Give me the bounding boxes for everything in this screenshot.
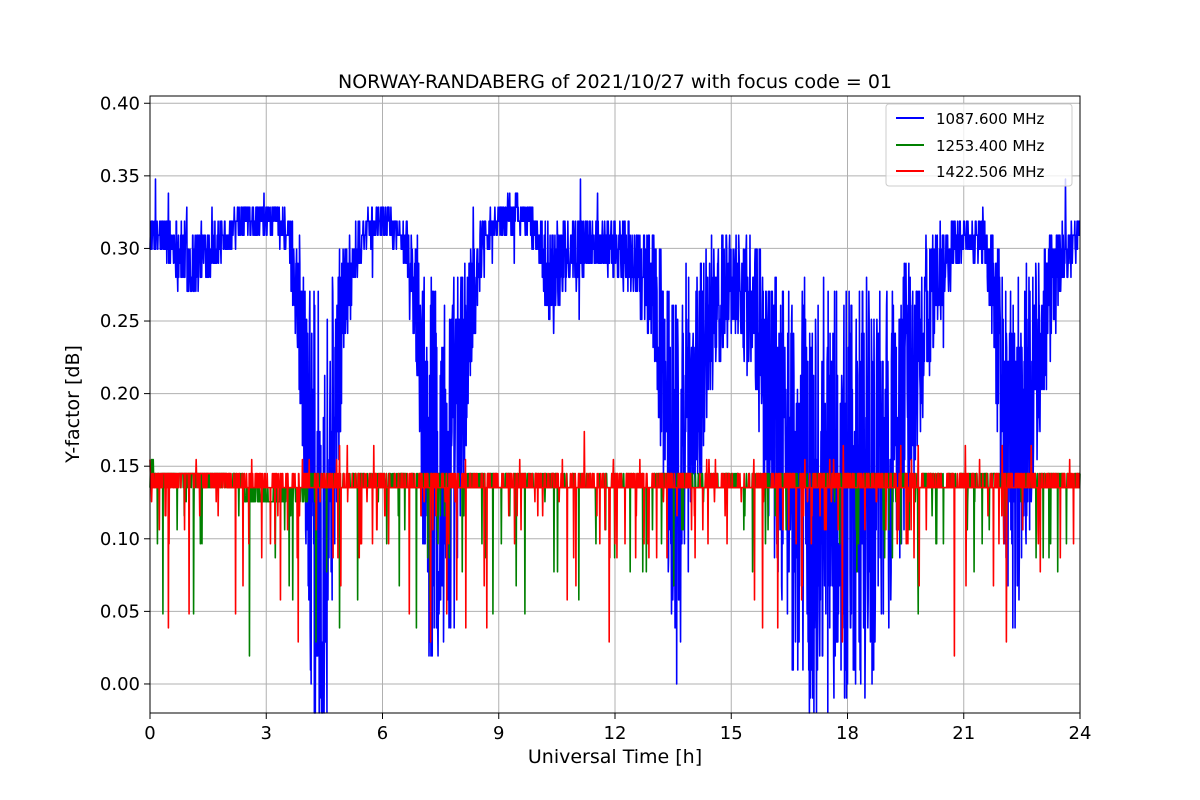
y-tick-label: 0.35 (100, 166, 140, 187)
y-tick-label: 0.05 (100, 601, 140, 622)
legend-label-1253: 1253.400 MHz (936, 137, 1045, 155)
x-tick-label: 12 (604, 723, 627, 744)
x-axis-ticks: 0 3 6 9 12 15 18 21 24 (144, 713, 1091, 744)
legend: 1087.600 MHz 1253.400 MHz 1422.506 MHz (885, 103, 1073, 187)
x-tick-label: 6 (377, 723, 388, 744)
y-axis-label: Y-factor [dB] (62, 345, 84, 464)
legend-label-1422: 1422.506 MHz (936, 163, 1045, 181)
y-tick-label: 0.15 (100, 456, 140, 477)
x-axis-label: Universal Time [h] (528, 746, 702, 768)
y-tick-label: 0.30 (100, 238, 140, 259)
y-tick-label: 0.25 (100, 311, 140, 332)
series-line-1087 (149, 178, 1081, 714)
y-axis-ticks: 0.00 0.05 0.10 0.15 0.20 0.25 0.30 0.35 0.40 (100, 93, 150, 695)
y-tick-label: 0.20 (100, 384, 140, 405)
x-tick-label: 3 (261, 723, 272, 744)
x-tick-label: 0 (144, 723, 155, 744)
x-tick-label: 18 (836, 723, 859, 744)
y-tick-label: 0.40 (100, 93, 140, 114)
chart-title: NORWAY-RANDABERG of 2021/10/27 with focu… (338, 71, 892, 93)
x-tick-label: 21 (952, 723, 975, 744)
legend-label-1087: 1087.600 MHz (936, 110, 1045, 128)
series-layer (149, 178, 1081, 714)
legend-box (885, 103, 1073, 187)
series-line-1422 (149, 430, 1081, 657)
x-tick-label: 24 (1069, 723, 1092, 744)
x-tick-label: 9 (493, 723, 504, 744)
x-tick-label: 15 (720, 723, 743, 744)
y-tick-label: 0.00 (100, 674, 140, 695)
y-tick-label: 0.10 (100, 529, 140, 550)
